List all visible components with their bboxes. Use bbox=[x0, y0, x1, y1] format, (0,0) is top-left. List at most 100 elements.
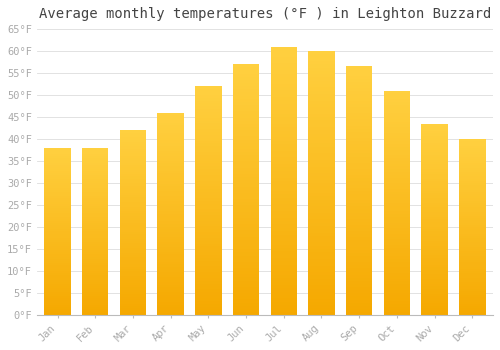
Bar bbox=[308, 289, 334, 292]
Bar bbox=[308, 94, 334, 97]
Bar bbox=[459, 247, 485, 249]
Bar bbox=[308, 233, 334, 236]
Bar bbox=[422, 291, 448, 294]
Bar bbox=[459, 203, 485, 205]
Bar bbox=[233, 149, 260, 152]
Bar bbox=[308, 176, 334, 180]
Bar bbox=[44, 304, 70, 307]
Bar bbox=[120, 241, 146, 244]
Bar bbox=[233, 74, 260, 77]
Bar bbox=[233, 140, 260, 143]
Bar bbox=[459, 146, 485, 148]
Bar bbox=[459, 278, 485, 280]
Bar bbox=[422, 193, 448, 195]
Bar bbox=[422, 174, 448, 176]
Bar bbox=[308, 206, 334, 210]
Bar bbox=[308, 137, 334, 140]
Bar bbox=[384, 161, 410, 163]
Bar bbox=[233, 218, 260, 221]
Bar bbox=[82, 288, 108, 290]
Bar bbox=[346, 150, 372, 154]
Bar bbox=[158, 201, 184, 204]
Bar bbox=[82, 248, 108, 250]
Bar bbox=[44, 206, 70, 209]
Bar bbox=[82, 273, 108, 275]
Bar bbox=[270, 208, 297, 211]
Bar bbox=[308, 193, 334, 196]
Bar bbox=[270, 238, 297, 241]
Bar bbox=[459, 280, 485, 282]
Bar bbox=[233, 249, 260, 252]
Bar bbox=[459, 216, 485, 218]
Bar bbox=[44, 273, 70, 275]
Bar bbox=[308, 160, 334, 163]
Bar bbox=[120, 287, 146, 290]
Bar bbox=[158, 262, 184, 265]
Bar bbox=[270, 295, 297, 298]
Bar bbox=[459, 313, 485, 315]
Bar bbox=[158, 120, 184, 123]
Bar bbox=[308, 285, 334, 289]
Bar bbox=[158, 131, 184, 133]
Bar bbox=[308, 259, 334, 262]
Bar bbox=[308, 173, 334, 176]
Bar bbox=[158, 313, 184, 315]
Bar bbox=[384, 259, 410, 262]
Bar bbox=[308, 58, 334, 61]
Bar bbox=[82, 164, 108, 167]
Bar bbox=[422, 277, 448, 279]
Bar bbox=[195, 135, 222, 138]
Bar bbox=[120, 271, 146, 273]
Bar bbox=[459, 159, 485, 161]
Bar bbox=[422, 126, 448, 128]
Bar bbox=[346, 82, 372, 85]
Bar bbox=[195, 126, 222, 129]
Bar bbox=[308, 312, 334, 315]
Bar bbox=[270, 177, 297, 181]
Bar bbox=[44, 244, 70, 246]
Bar bbox=[44, 278, 70, 280]
Bar bbox=[270, 134, 297, 137]
Bar bbox=[384, 309, 410, 312]
Bar bbox=[308, 305, 334, 308]
Bar bbox=[233, 212, 260, 215]
Bar bbox=[82, 246, 108, 248]
Bar bbox=[120, 202, 146, 204]
Bar bbox=[44, 311, 70, 313]
Bar bbox=[195, 204, 222, 206]
Bar bbox=[459, 289, 485, 291]
Bar bbox=[195, 198, 222, 201]
Bar bbox=[384, 307, 410, 309]
Bar bbox=[384, 130, 410, 133]
Bar bbox=[82, 307, 108, 309]
Bar bbox=[422, 128, 448, 131]
Bar bbox=[422, 238, 448, 241]
Bar bbox=[120, 278, 146, 280]
Bar bbox=[82, 204, 108, 206]
Bar bbox=[384, 225, 410, 228]
Bar bbox=[82, 311, 108, 313]
Bar bbox=[459, 256, 485, 258]
Bar bbox=[384, 110, 410, 113]
Bar bbox=[44, 284, 70, 286]
Bar bbox=[422, 183, 448, 186]
Bar bbox=[384, 273, 410, 276]
Bar bbox=[346, 237, 372, 240]
Bar bbox=[82, 177, 108, 179]
Bar bbox=[44, 294, 70, 296]
Bar bbox=[384, 186, 410, 189]
Bar bbox=[44, 177, 70, 179]
Bar bbox=[384, 253, 410, 256]
Bar bbox=[158, 181, 184, 183]
Bar bbox=[44, 171, 70, 173]
Bar bbox=[82, 200, 108, 202]
Bar bbox=[346, 66, 372, 70]
Bar bbox=[195, 106, 222, 109]
Bar bbox=[195, 215, 222, 218]
Bar bbox=[44, 152, 70, 154]
Bar bbox=[158, 123, 184, 125]
Bar bbox=[195, 226, 222, 229]
Bar bbox=[44, 238, 70, 240]
Bar bbox=[195, 178, 222, 181]
Bar bbox=[346, 312, 372, 315]
